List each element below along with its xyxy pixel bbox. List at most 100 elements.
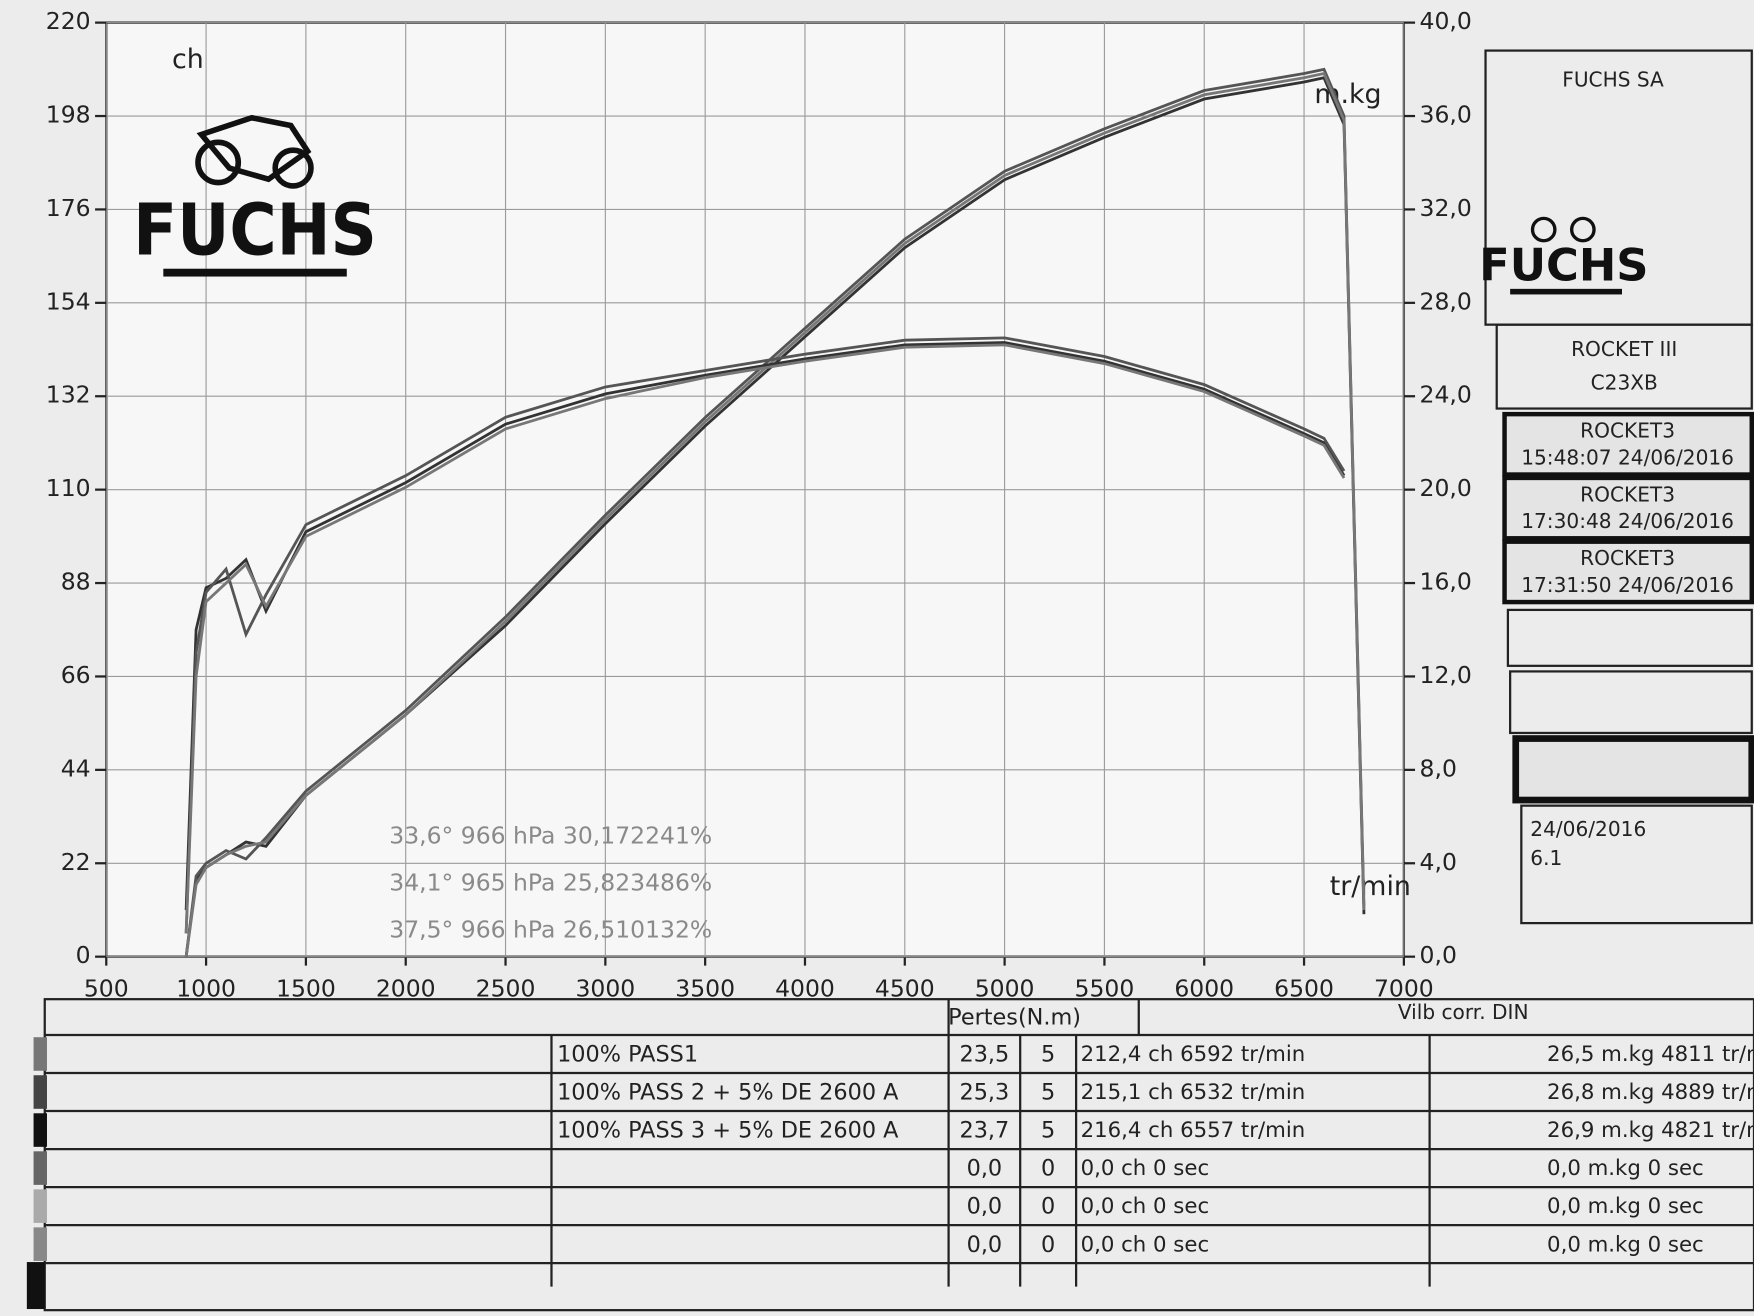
company: FUCHS SA <box>1562 67 1664 91</box>
x-tick-label: 1500 <box>276 975 336 1003</box>
table-header: Vilb corr. DIN <box>1398 1000 1529 1024</box>
swatch <box>33 1075 47 1109</box>
x-tick-label: 1000 <box>176 975 236 1003</box>
plot-layer <box>95 21 1416 966</box>
swatch <box>33 1151 47 1185</box>
run-label: 100% PASS 2 + 5% DE 2600 A <box>557 1080 899 1106</box>
y2-tick-label: 28,0 <box>1420 287 1472 315</box>
chart-logo: FUCHS <box>133 114 377 277</box>
x-axis-label: tr/min <box>1330 871 1411 902</box>
run-time: 17:30:48 24/06/2016 <box>1521 509 1734 533</box>
torque-peak: 0,0 m.kg 0 sec <box>1547 1194 1704 1219</box>
torque-peak: 26,5 m.kg 4811 tr/min <box>1547 1042 1754 1067</box>
power-peak: 212,4 ch 6592 tr/min <box>1081 1042 1306 1067</box>
y-tick-label: 154 <box>46 287 91 315</box>
panel-box <box>1495 323 1753 410</box>
power-peak: 0,0 ch 0 sec <box>1081 1156 1210 1181</box>
run-label: 100% PASS 3 + 5% DE 2600 A <box>557 1118 899 1144</box>
y-axis-label: ch <box>172 44 204 75</box>
run-time: 15:48:07 24/06/2016 <box>1521 445 1734 469</box>
pertes: 0,0 <box>967 1194 1003 1220</box>
y-tick-label: 66 <box>61 661 91 689</box>
model: ROCKET III <box>1571 337 1677 361</box>
y2-tick-label: 40,0 <box>1420 7 1472 35</box>
y-tick-label: 44 <box>61 754 91 782</box>
curve <box>184 343 1346 934</box>
power-peak: 215,1 ch 6532 tr/min <box>1081 1080 1306 1105</box>
pertes: 23,5 <box>959 1042 1009 1068</box>
y2-tick-label: 4,0 <box>1420 848 1457 876</box>
torque-peak: 0,0 m.kg 0 sec <box>1547 1156 1704 1181</box>
pertes: 23,7 <box>959 1118 1009 1144</box>
y2-tick-label: 32,0 <box>1420 194 1472 222</box>
panel-box <box>1506 608 1753 667</box>
version: 6.1 <box>1530 846 1562 870</box>
x-tick-label: 6500 <box>1274 975 1334 1003</box>
panel-box <box>1520 804 1753 925</box>
pertes: 0,0 <box>967 1232 1003 1258</box>
conditions-note: 34,1° 965 hPa 25,823486% <box>389 868 712 896</box>
conditions-note: 37,5° 966 hPa 26,510132% <box>389 915 712 943</box>
y-tick-label: 110 <box>46 474 91 502</box>
panel-box <box>1509 670 1753 735</box>
x-tick-label: 3500 <box>675 975 735 1003</box>
y-tick-label: 0 <box>76 941 91 969</box>
table-rows: 100% PASS1 23,5 5 212,4 ch 6592 tr/min 26,5 … <box>33 1037 1754 1265</box>
logo-bar <box>1510 288 1623 295</box>
x-tick-label: 5500 <box>1075 975 1135 1003</box>
count: 5 <box>1041 1042 1055 1068</box>
y2-tick-label: 8,0 <box>1420 754 1457 782</box>
y-tick-label: 132 <box>46 381 91 409</box>
swatch <box>33 1189 47 1223</box>
run-name: ROCKET3 <box>1580 419 1675 443</box>
count: 0 <box>1041 1232 1055 1258</box>
run-label: 100% PASS1 <box>557 1042 698 1068</box>
pertes: 0,0 <box>967 1156 1003 1182</box>
count: 5 <box>1041 1118 1055 1144</box>
curve <box>184 71 1366 957</box>
date: 24/06/2016 <box>1530 817 1646 841</box>
x-tick-label: 2000 <box>376 975 436 1003</box>
conditions-note: 33,6° 966 hPa 30,172241% <box>389 821 712 849</box>
curve <box>184 336 1346 934</box>
run-box <box>1502 539 1754 605</box>
y2-tick-label: 20,0 <box>1420 474 1472 502</box>
swatch <box>33 1227 47 1261</box>
curve <box>184 341 1346 911</box>
run-name: ROCKET3 <box>1580 482 1675 506</box>
count: 0 <box>1041 1194 1055 1220</box>
wheel <box>272 147 314 189</box>
count: 0 <box>1041 1156 1055 1182</box>
torque-peak: 26,8 m.kg 4889 tr/min <box>1547 1080 1754 1105</box>
run-box <box>1502 411 1754 477</box>
wheel <box>1569 216 1596 243</box>
y-tick-label: 22 <box>61 848 91 876</box>
x-tick-label: 6000 <box>1174 975 1234 1003</box>
y2-axis-label: m.kg <box>1314 79 1381 110</box>
x-tick-label: 7000 <box>1374 975 1434 1003</box>
y-tick-label: 88 <box>61 568 91 596</box>
panel-box <box>1512 735 1754 804</box>
run-name: ROCKET3 <box>1580 546 1675 570</box>
y2-tick-label: 24,0 <box>1420 381 1472 409</box>
logo-text: FUCHS <box>133 189 377 272</box>
table-header: Pertes(N.m) <box>948 1005 1081 1031</box>
swatch <box>26 1262 45 1310</box>
y-tick-label: 176 <box>46 194 91 222</box>
y-tick-label: 220 <box>46 7 91 35</box>
model-code: C23XB <box>1591 370 1658 394</box>
x-tick-label: 4500 <box>875 975 935 1003</box>
bike-body <box>196 114 312 183</box>
wheel <box>195 139 242 186</box>
pertes: 25,3 <box>959 1080 1009 1106</box>
y2-tick-label: 36,0 <box>1420 101 1472 129</box>
x-tick-label: 3000 <box>575 975 635 1003</box>
logo-bar <box>163 268 347 277</box>
power-peak: 0,0 ch 0 sec <box>1081 1194 1210 1219</box>
swatch <box>33 1037 47 1071</box>
y-tick-label: 198 <box>46 101 91 129</box>
y2-tick-label: 16,0 <box>1420 568 1472 596</box>
